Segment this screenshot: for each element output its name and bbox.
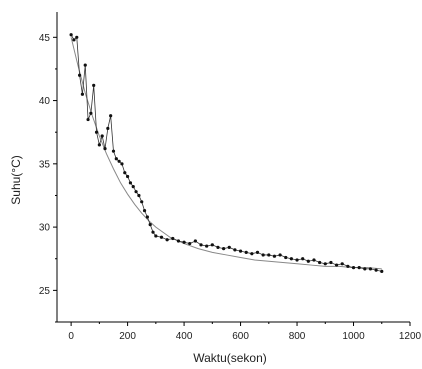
data-point bbox=[159, 235, 164, 239]
data-point bbox=[117, 159, 121, 163]
data-point bbox=[123, 171, 127, 175]
data-point bbox=[75, 35, 79, 39]
data-point bbox=[83, 63, 87, 67]
x-tick-label: 600 bbox=[232, 331, 249, 342]
data-point bbox=[188, 241, 192, 246]
x-tick-label: 0 bbox=[68, 331, 74, 342]
data-point bbox=[145, 215, 149, 219]
y-tick-label: 30 bbox=[39, 223, 51, 234]
data-point bbox=[111, 149, 116, 153]
data-point bbox=[94, 130, 99, 134]
x-tick-label: 800 bbox=[289, 331, 306, 342]
data-point bbox=[69, 33, 73, 37]
data-point bbox=[128, 181, 133, 185]
data-point bbox=[106, 126, 110, 131]
data-point bbox=[250, 252, 254, 256]
fit-curve bbox=[70, 37, 382, 270]
data-point bbox=[318, 260, 322, 265]
data-point bbox=[205, 244, 209, 248]
axes: 0 200 400 600 800 1000 1200 25 30 35 40 45 bbox=[39, 12, 422, 342]
y-tick-label: 25 bbox=[39, 286, 51, 297]
x-tick-label: 200 bbox=[119, 331, 136, 342]
data-point bbox=[100, 134, 104, 138]
data-point bbox=[72, 38, 76, 42]
data-point bbox=[210, 243, 214, 247]
data-point bbox=[193, 239, 197, 243]
data-point bbox=[340, 262, 344, 266]
y-tick-label: 45 bbox=[39, 33, 51, 44]
data-point bbox=[363, 267, 367, 271]
data-point bbox=[351, 265, 356, 270]
data-point bbox=[80, 92, 85, 96]
data-point bbox=[301, 257, 305, 261]
data-point bbox=[374, 268, 378, 272]
data-point bbox=[323, 262, 327, 266]
x-tick-label: 1000 bbox=[342, 331, 365, 342]
data-point bbox=[312, 258, 316, 262]
x-axis-label: Waktu(sekon) bbox=[193, 351, 267, 365]
data-point bbox=[272, 254, 277, 258]
data-point bbox=[357, 265, 361, 270]
measured-line bbox=[70, 34, 382, 272]
data-point bbox=[380, 269, 384, 273]
data-point bbox=[289, 257, 293, 261]
data-point bbox=[134, 190, 138, 194]
data-point bbox=[182, 240, 186, 244]
data-point bbox=[329, 260, 333, 265]
data-point bbox=[97, 143, 101, 147]
data-point bbox=[77, 73, 82, 77]
data-point bbox=[244, 250, 248, 255]
y-axis-label: Suhu(°C) bbox=[9, 155, 23, 204]
data-point bbox=[165, 238, 169, 242]
data-point bbox=[148, 222, 152, 227]
data-point bbox=[346, 264, 350, 268]
data-point bbox=[176, 239, 181, 243]
data-point bbox=[255, 250, 260, 255]
data-point bbox=[233, 248, 237, 252]
data-point bbox=[103, 147, 107, 151]
data-point bbox=[306, 259, 310, 263]
x-tick-label: 1200 bbox=[399, 331, 422, 342]
data-point bbox=[216, 245, 220, 249]
data-point bbox=[278, 253, 282, 257]
x-tick-label: 400 bbox=[176, 331, 193, 342]
data-point bbox=[109, 114, 113, 118]
data-point bbox=[126, 174, 130, 179]
data-point bbox=[142, 209, 147, 213]
data-point bbox=[227, 245, 231, 249]
data-point bbox=[154, 234, 158, 238]
data-point bbox=[171, 236, 175, 241]
data-point bbox=[284, 255, 288, 260]
data-point bbox=[368, 267, 373, 271]
data-point bbox=[114, 157, 118, 161]
data-point bbox=[267, 253, 271, 257]
y-tick-label: 40 bbox=[39, 96, 51, 107]
data-point bbox=[222, 247, 226, 251]
data-point bbox=[199, 243, 203, 247]
data-point bbox=[131, 185, 135, 189]
data-point bbox=[86, 117, 90, 122]
data-point bbox=[89, 111, 93, 115]
data-point bbox=[137, 193, 141, 198]
data-point bbox=[92, 83, 96, 87]
data-point bbox=[151, 230, 155, 234]
y-tick-label: 35 bbox=[39, 159, 51, 170]
data-point bbox=[140, 200, 144, 204]
plot-area bbox=[69, 33, 384, 273]
data-point bbox=[295, 258, 299, 262]
data-point bbox=[238, 249, 243, 253]
data-point bbox=[120, 162, 124, 166]
data-point bbox=[261, 253, 265, 257]
data-point bbox=[334, 263, 339, 267]
